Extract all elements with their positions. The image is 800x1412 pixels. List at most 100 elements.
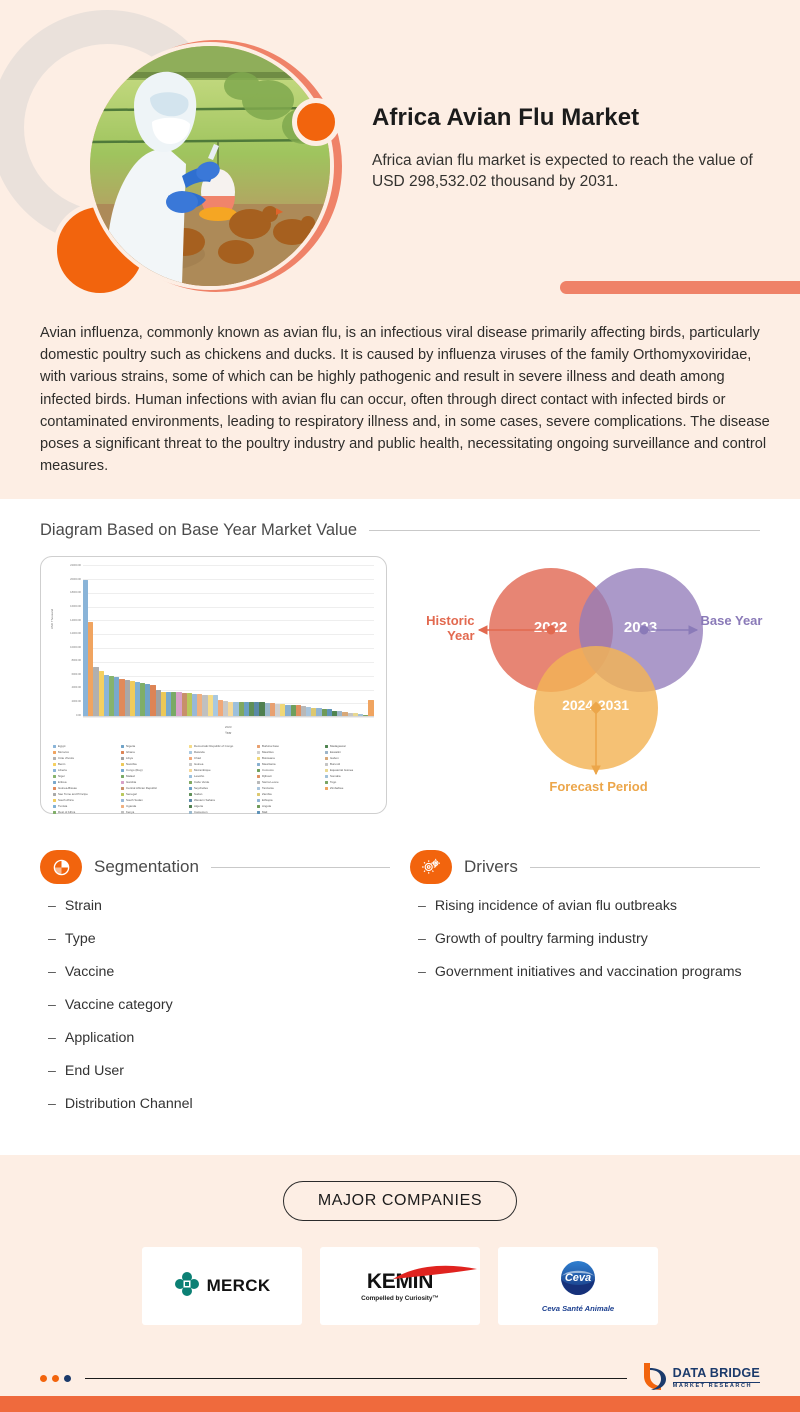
chart-bar xyxy=(295,705,301,718)
chart-legend-item: Côte d'Ivoire xyxy=(53,755,121,761)
chart-legend-item: Eritrea xyxy=(53,779,121,785)
chart-legend-item: Morocco xyxy=(53,749,121,755)
chart-y-axis: 22000.00 20000.00 18000.00 16000.00 14000.00… xyxy=(49,565,81,717)
chart-bar xyxy=(233,701,239,718)
legend-swatch xyxy=(189,762,192,766)
segmentation-item: – Distribution Channel xyxy=(48,1096,390,1112)
chart-legend-item: Lesotho xyxy=(189,773,257,779)
legend-label: Western Sahara xyxy=(194,797,215,802)
chart-y-tick: 0.00 xyxy=(75,713,81,717)
legend-swatch xyxy=(257,798,260,802)
chart-legend-item: Uganda xyxy=(121,803,189,809)
legend-swatch xyxy=(257,768,260,772)
segmentation-item-label: Strain xyxy=(64,898,102,915)
legend-label: Benin xyxy=(58,761,66,766)
segmentation-item: – Vaccine xyxy=(48,964,390,980)
chart-bar xyxy=(166,692,172,718)
chart-bar xyxy=(280,704,286,718)
legend-swatch xyxy=(53,792,56,796)
legend-label: Tanzania xyxy=(262,785,274,790)
chart-bar xyxy=(357,714,364,718)
chart-x-tick-label: 2023 xyxy=(224,725,232,730)
chart-legend-item: Mauritania xyxy=(257,761,325,767)
segmentation-item-label: Vaccine xyxy=(64,964,115,981)
legend-swatch xyxy=(325,744,328,748)
legend-label: Chad xyxy=(194,755,201,760)
chart-bar xyxy=(300,706,307,718)
legend-label: Zambia xyxy=(262,791,272,796)
bullet-dash: – xyxy=(418,964,426,981)
chart-plot-area: USD Thousand 22000.00 20000.00 18000.00 160… xyxy=(50,565,374,735)
legend-label: Nigeria xyxy=(126,743,136,748)
year-venn-diagram: 2022 2023 2024-2031 xyxy=(401,556,762,812)
chart-gridline xyxy=(83,592,374,594)
chart-bar xyxy=(129,681,135,718)
legend-swatch xyxy=(257,756,260,760)
chart-legend-item: Zimbabwe xyxy=(325,785,393,791)
legend-swatch xyxy=(257,786,260,790)
legend-label: Eswatini xyxy=(330,749,341,754)
legend-swatch xyxy=(53,756,56,760)
chart-legend-item: Somalia xyxy=(325,773,393,779)
legend-label: Mauritania xyxy=(262,761,276,766)
chart-bar xyxy=(103,674,109,718)
chart-bar xyxy=(243,701,249,718)
chart-y-tick: 2000.00 xyxy=(71,699,81,703)
major-companies-section: MAJOR COMPANIES MERCK xyxy=(0,1155,800,1348)
chart-gridline xyxy=(83,634,374,636)
chart-bar xyxy=(88,621,94,718)
chart-bar xyxy=(223,700,229,718)
chart-legend-item: Congo (Rep) xyxy=(121,767,189,773)
chart-bar xyxy=(228,701,234,718)
segmentation-item-label: Type xyxy=(64,931,96,948)
chart-gridline xyxy=(83,620,374,622)
chart-y-tick: 20000.00 xyxy=(70,577,81,581)
bullet-dash: – xyxy=(48,1096,56,1113)
driver-item: – Government initiatives and vaccination … xyxy=(418,964,760,980)
company-logo-row: MERCK KEMIN Compelled by Curiosity™ xyxy=(40,1247,760,1326)
chart-bar xyxy=(108,675,115,718)
drivers-list: – Rising incidence of avian flu outbreaks… xyxy=(410,898,760,980)
legend-swatch xyxy=(189,798,192,802)
legend-label: Comoros xyxy=(262,767,274,772)
legend-swatch xyxy=(53,750,56,754)
chart-bar xyxy=(352,713,358,718)
legend-label: South Sudan xyxy=(126,797,143,802)
legend-swatch xyxy=(121,786,124,790)
chart-legend-item: Madagascar xyxy=(325,743,393,749)
legend-label: Eritrea xyxy=(58,779,67,784)
legend-label: Equatorial Guinea xyxy=(330,767,354,772)
bottom-accent-bar xyxy=(0,1396,800,1412)
chart-bar xyxy=(197,694,203,718)
data-bridge-subtitle: MARKET RESEARCH xyxy=(672,1381,760,1390)
bullet-dash: – xyxy=(418,898,426,915)
chart-x-axis-line xyxy=(83,716,374,718)
chart-bar xyxy=(306,707,312,718)
hero-text-block: Africa Avian Flu Market Africa avian flu… xyxy=(372,104,772,193)
segmentation-title: Segmentation xyxy=(94,857,199,877)
legend-label: Burkina Faso xyxy=(262,743,280,748)
legend-swatch xyxy=(189,756,192,760)
chart-legend-item: Comoros xyxy=(257,767,325,773)
chart-gridline xyxy=(83,717,374,719)
legend-label: Sudan xyxy=(194,791,203,796)
chart-legend-item: Rwanda xyxy=(189,749,257,755)
diagram-section-title: Diagram Based on Base Year Market Value xyxy=(40,521,358,540)
chart-legend-item: Angola xyxy=(257,803,325,809)
ceva-tagline: Ceva Santé Animale xyxy=(541,1303,615,1313)
legend-label: Liberia xyxy=(58,767,67,772)
legend-label: Central African Republic xyxy=(126,785,158,790)
chart-legend-item: Rest of Africa xyxy=(53,809,121,815)
chart-legend-item: Democratic Republic of Congo xyxy=(189,743,257,749)
legend-swatch xyxy=(257,792,260,796)
chart-gridline xyxy=(83,689,374,691)
decorative-orange-dot-top xyxy=(292,98,340,146)
chart-bar xyxy=(217,700,224,718)
legend-label: Lesotho xyxy=(194,773,205,778)
chart-bar xyxy=(186,693,192,718)
legend-label: Algeria xyxy=(194,803,203,808)
chart-gridline xyxy=(83,606,374,608)
legend-label: South Africa xyxy=(58,797,74,802)
company-logo-merck: MERCK xyxy=(142,1247,302,1326)
